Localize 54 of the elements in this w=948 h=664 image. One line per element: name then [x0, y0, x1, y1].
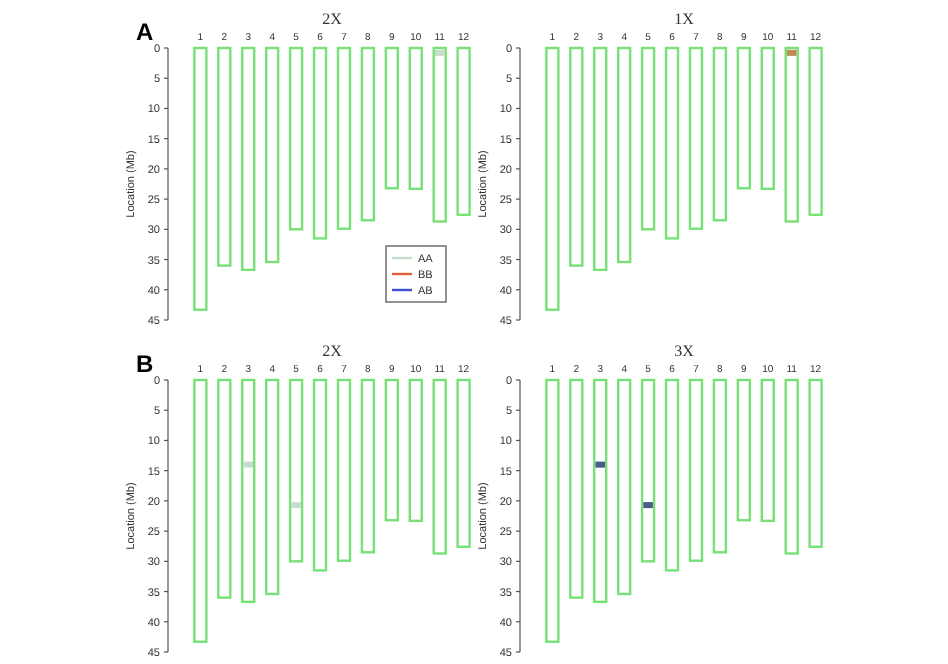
bar — [593, 46, 608, 272]
bar — [264, 378, 280, 596]
bar — [408, 378, 423, 523]
bar — [264, 46, 280, 264]
bar — [384, 46, 400, 190]
bar — [545, 46, 560, 311]
bar — [288, 46, 304, 231]
bar — [360, 46, 376, 222]
bar — [760, 46, 775, 191]
bar — [217, 378, 232, 599]
bar — [808, 378, 823, 549]
bar — [312, 46, 328, 240]
bar — [640, 378, 656, 563]
bar — [336, 46, 352, 230]
bar — [241, 46, 256, 272]
bar — [569, 46, 584, 267]
bar — [432, 46, 447, 223]
chart-title: 3X — [674, 342, 695, 360]
bar — [688, 378, 704, 562]
bar — [784, 378, 799, 555]
text: B — [136, 350, 154, 378]
bar — [288, 378, 304, 563]
bar — [736, 46, 752, 190]
bar — [408, 46, 423, 191]
bar — [360, 378, 376, 554]
bar — [312, 378, 328, 572]
bar — [193, 378, 208, 643]
bar — [640, 46, 656, 231]
bar — [808, 46, 823, 217]
chart-title: 2X — [322, 342, 343, 360]
bar — [616, 46, 632, 264]
bar — [664, 378, 680, 572]
bar — [569, 378, 584, 599]
bar — [736, 378, 752, 522]
bar — [784, 46, 799, 223]
bar — [616, 378, 632, 596]
bar — [545, 378, 560, 643]
chart-title: 2X — [322, 10, 343, 28]
bar — [432, 378, 447, 555]
bar — [688, 46, 704, 230]
bar — [193, 46, 208, 311]
bar — [336, 378, 352, 562]
text: A — [136, 18, 154, 46]
bar — [384, 378, 400, 522]
bar — [712, 378, 728, 554]
bar — [217, 46, 232, 267]
bar — [456, 378, 471, 549]
bar — [241, 378, 256, 604]
bar — [760, 378, 775, 523]
bar — [664, 46, 680, 240]
bar — [456, 46, 471, 217]
bar — [593, 378, 608, 604]
bar — [712, 46, 728, 222]
chart-title: 1X — [674, 10, 695, 28]
